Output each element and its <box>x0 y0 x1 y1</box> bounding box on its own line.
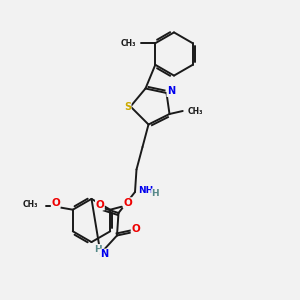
Text: S: S <box>124 101 131 112</box>
Text: NH: NH <box>138 186 153 195</box>
Text: H: H <box>152 189 159 198</box>
Text: O: O <box>131 224 140 234</box>
Text: CH₃: CH₃ <box>188 106 204 116</box>
Text: O: O <box>95 200 104 210</box>
Text: N: N <box>100 249 108 259</box>
Text: N: N <box>167 86 175 97</box>
Text: H: H <box>94 244 102 253</box>
Text: CH₃: CH₃ <box>23 200 38 209</box>
Text: O: O <box>51 198 60 208</box>
Text: O: O <box>123 198 132 208</box>
Text: CH₃: CH₃ <box>120 39 136 48</box>
